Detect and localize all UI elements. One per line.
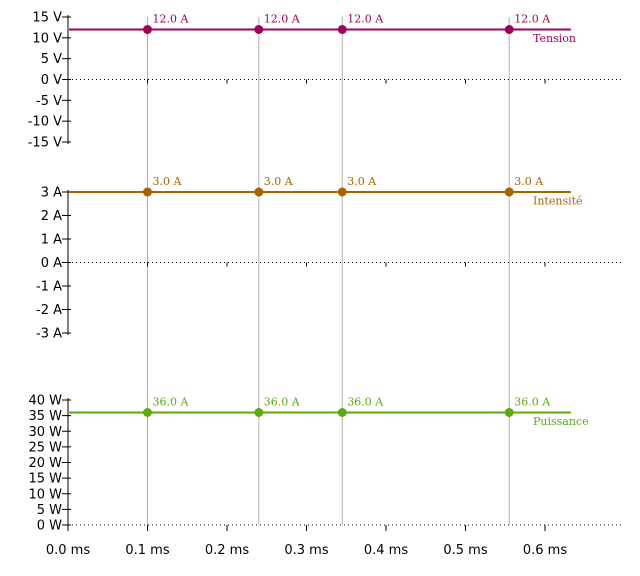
x-axis-tick-label: 0.2 ms bbox=[205, 543, 249, 558]
puissance-point-label: 36.0 A bbox=[264, 396, 301, 409]
intensite-y-tick-label: 0 A bbox=[41, 256, 62, 271]
intensite-y-tick-label: 2 A bbox=[41, 209, 62, 224]
x-axis-tick-label: 0.5 ms bbox=[443, 543, 487, 558]
puissance-y-tick-label: 20 W bbox=[28, 456, 62, 471]
intensite-point-label: 3.0 A bbox=[347, 175, 377, 188]
tension-series-name: Tension bbox=[533, 32, 576, 45]
intensite-data-point bbox=[254, 187, 264, 197]
intensite-data-point bbox=[337, 187, 347, 197]
puissance-data-point bbox=[254, 408, 264, 417]
tension-y-tick-label: 10 V bbox=[32, 31, 62, 46]
tension-y-tick-label: 0 V bbox=[41, 73, 62, 88]
puissance-point-label: 36.0 A bbox=[514, 396, 551, 409]
intensite-point-label: 3.0 A bbox=[264, 175, 294, 188]
tension-data-point bbox=[337, 25, 347, 34]
tension-data-point bbox=[254, 25, 264, 34]
intensite-point-label: 3.0 A bbox=[153, 175, 183, 188]
puissance-y-tick-label: 30 W bbox=[28, 425, 62, 440]
tension-point-label: 12.0 A bbox=[153, 13, 190, 26]
tension-point-label: 12.0 A bbox=[264, 13, 301, 26]
tension-data-point bbox=[504, 25, 514, 34]
puissance-y-tick-label: 0 W bbox=[37, 519, 62, 534]
tension-y-tick-label: -5 V bbox=[36, 94, 62, 109]
puissance-data-point bbox=[337, 408, 347, 417]
intensite-y-tick-label: 1 A bbox=[41, 233, 62, 248]
intensite-y-tick-label: -2 A bbox=[36, 303, 62, 318]
puissance-y-tick-label: 25 W bbox=[28, 440, 62, 455]
tension-point-label: 12.0 A bbox=[514, 13, 551, 26]
intensite-y-tick-label: -1 A bbox=[36, 280, 62, 295]
puissance-point-label: 36.0 A bbox=[347, 396, 384, 409]
intensite-data-point bbox=[504, 187, 514, 197]
x-axis-tick-label: 0.6 ms bbox=[523, 543, 567, 558]
puissance-y-tick-label: 5 W bbox=[37, 503, 62, 518]
puissance-y-tick-label: 15 W bbox=[28, 472, 62, 487]
tension-y-tick-label: 5 V bbox=[41, 52, 62, 67]
tension-y-tick-label: -10 V bbox=[28, 115, 62, 130]
x-axis-tick-label: 0.0 ms bbox=[46, 543, 90, 558]
x-axis-tick-label: 0.4 ms bbox=[364, 543, 408, 558]
puissance-data-point bbox=[504, 408, 514, 417]
intensite-point-label: 3.0 A bbox=[514, 175, 544, 188]
puissance-series-name: Puissance bbox=[533, 415, 589, 428]
tension-point-label: 12.0 A bbox=[347, 13, 384, 26]
x-axis-tick-label: 0.1 ms bbox=[125, 543, 169, 558]
intensite-y-tick-label: -3 A bbox=[36, 327, 62, 342]
puissance-y-tick-label: 40 W bbox=[28, 394, 62, 409]
puissance-data-point bbox=[143, 408, 152, 417]
puissance-y-tick-label: 10 W bbox=[28, 487, 62, 502]
x-axis-tick-label: 0.3 ms bbox=[284, 543, 328, 558]
intensite-data-point bbox=[143, 187, 152, 197]
intensite-y-tick-label: 3 A bbox=[41, 186, 62, 201]
tension-y-tick-label: -15 V bbox=[28, 136, 62, 151]
tension-data-point bbox=[143, 25, 152, 34]
tension-y-tick-label: 15 V bbox=[32, 11, 62, 26]
puissance-y-tick-label: 35 W bbox=[28, 409, 62, 424]
puissance-point-label: 36.0 A bbox=[153, 396, 190, 409]
intensite-series-name: Intensité bbox=[533, 195, 583, 208]
